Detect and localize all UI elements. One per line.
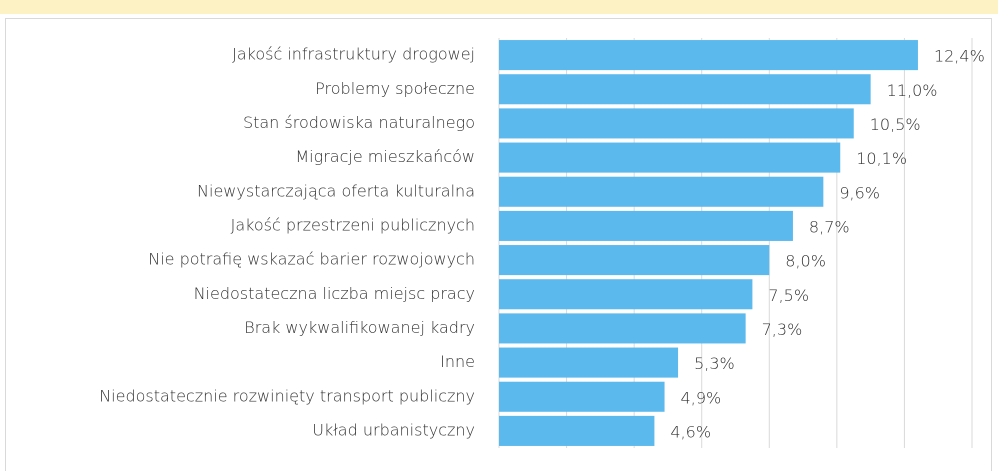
bar: [499, 210, 793, 241]
data-label: 9,6%: [839, 183, 880, 202]
bar: [499, 142, 841, 173]
bar: [499, 313, 746, 344]
bar: [499, 415, 655, 446]
bar: [499, 40, 918, 71]
data-label: 7,3%: [762, 320, 803, 339]
y-tick-label: Niedostateczna liczba miejsc pracy: [194, 284, 475, 303]
y-tick-label: Układ urbanistyczny: [312, 420, 475, 439]
bar: [499, 279, 753, 310]
y-tick-label: Jakość infrastruktury drogowej: [232, 45, 475, 64]
data-label: 4,9%: [681, 388, 722, 407]
bar: [499, 108, 854, 139]
y-tick-label: Nie potrafię wskazać barier rozwojowych: [148, 250, 475, 269]
data-label: 8,0%: [785, 252, 826, 271]
data-label: 11,0%: [887, 81, 938, 100]
bar: [499, 176, 824, 207]
y-tick-label: Brak wykwalifikowanej kadry: [244, 318, 475, 337]
data-label: 10,1%: [856, 149, 907, 168]
bar: [499, 245, 770, 276]
y-tick-label: Niewystarczająca oferta kulturalna: [197, 181, 475, 200]
data-label: 12,4%: [934, 47, 985, 66]
y-tick-label: Stan środowiska naturalnego: [243, 113, 475, 132]
bar: [499, 347, 679, 378]
y-tick-label: Jakość przestrzeni publicznych: [231, 215, 475, 234]
data-label: 8,7%: [809, 217, 850, 236]
y-tick-label: Niedostatecznie rozwinięty transport pub…: [99, 386, 475, 405]
data-label: 7,5%: [768, 286, 809, 305]
bar: [499, 74, 871, 105]
y-tick-label: Inne: [440, 352, 475, 371]
y-tick-label: Migracje mieszkańców: [295, 147, 475, 166]
data-label: 10,5%: [870, 115, 921, 134]
data-label: 4,6%: [670, 422, 711, 441]
y-tick-label: Problemy społeczne: [315, 79, 475, 98]
data-label: 5,3%: [694, 354, 735, 373]
header-strip: [0, 0, 998, 14]
bar: [499, 381, 665, 412]
